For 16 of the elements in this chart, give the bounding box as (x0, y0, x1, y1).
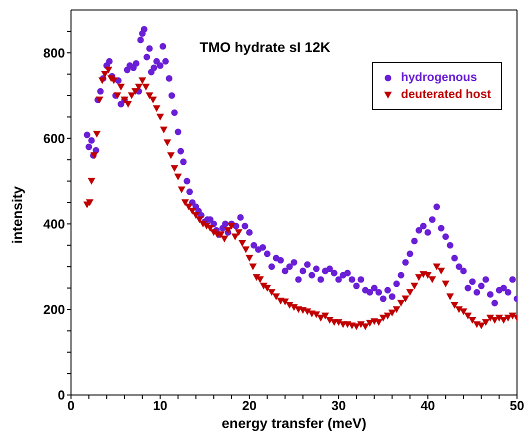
x-tick-label: 30 (331, 398, 346, 414)
y-tick-label: 600 (43, 130, 65, 146)
y-tick-label: 200 (43, 302, 65, 318)
x-tick-label: 0 (67, 398, 75, 414)
y-tick-label: 0 (58, 388, 65, 403)
legend-label: deuterated host (400, 86, 491, 103)
y-axis-title: intensity (9, 186, 25, 244)
x-tick-label: 20 (242, 398, 257, 414)
text: TMO hydrate sI 12K (200, 39, 330, 55)
x-tick-label: 10 (152, 398, 168, 414)
x-tick-label: 40 (420, 398, 436, 414)
legend-label: hydrogenous (400, 69, 477, 86)
y-tick-label: 400 (43, 216, 65, 232)
x-tick-label: 50 (510, 398, 524, 414)
x-axis-title: energy transfer (meV) (222, 415, 366, 431)
y-tick-label: 800 (43, 45, 65, 60)
